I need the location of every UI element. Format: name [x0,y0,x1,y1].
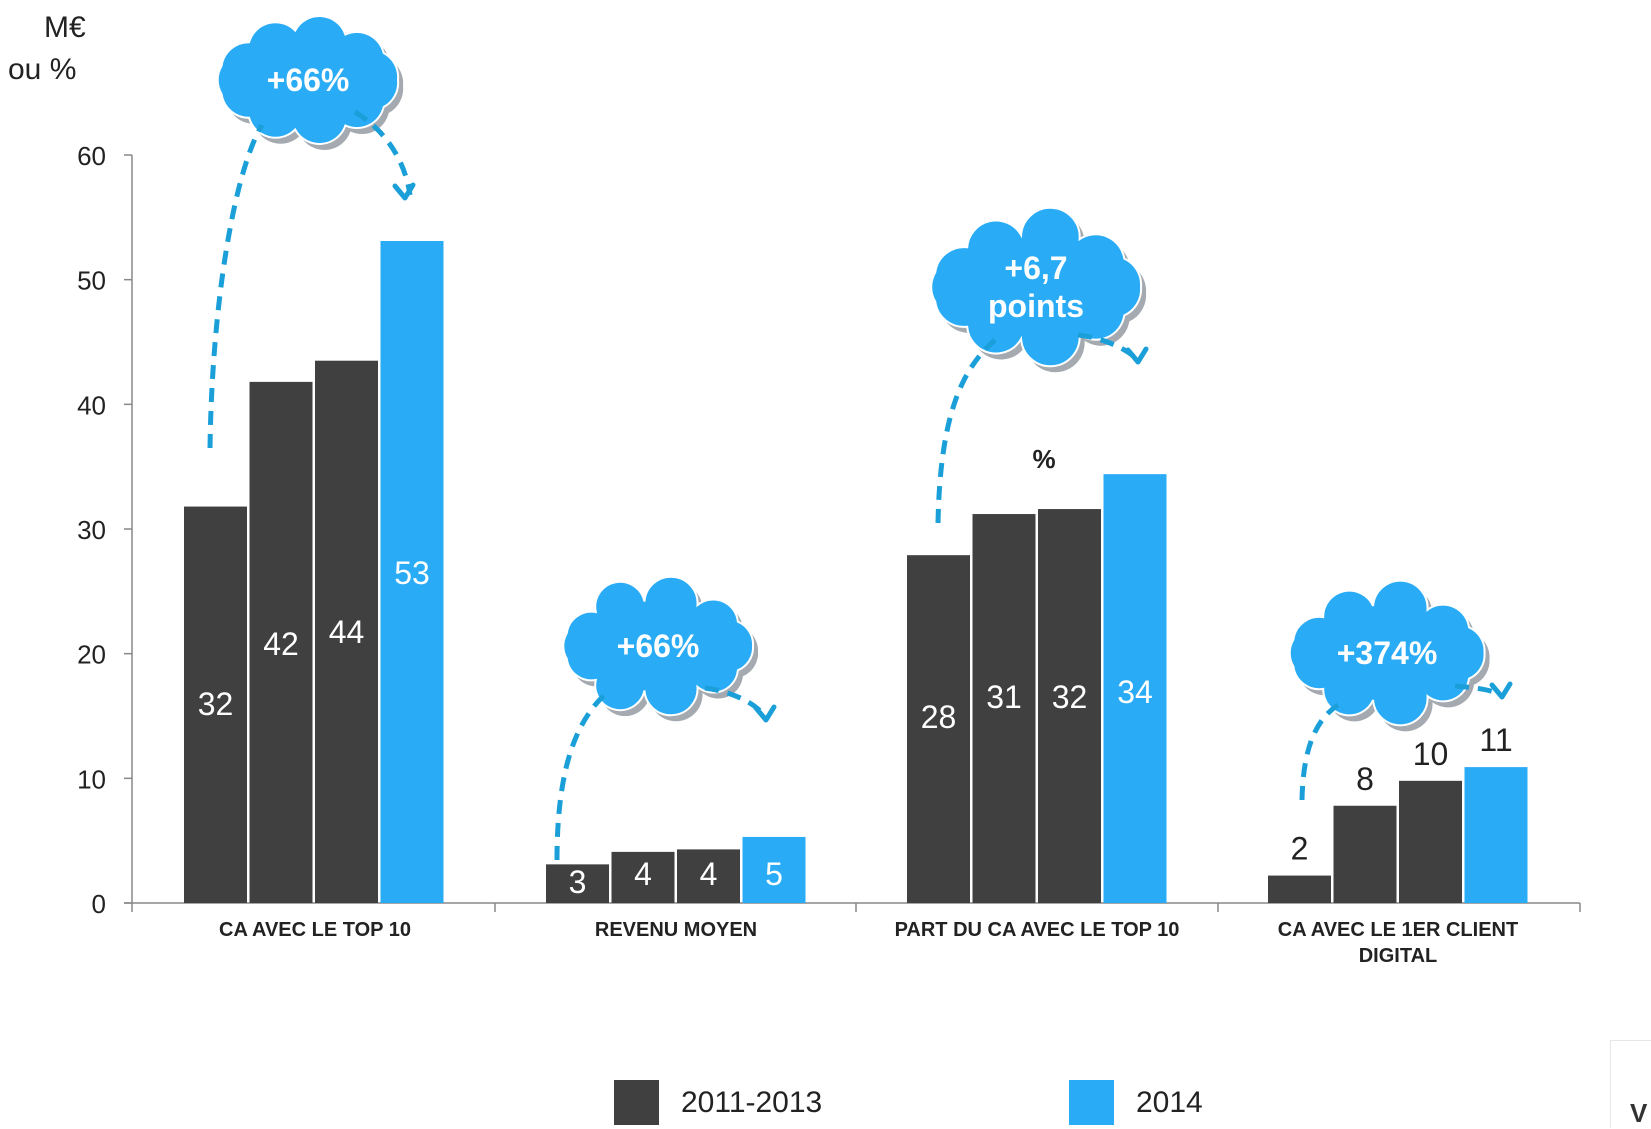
bar [677,849,740,903]
bar [380,241,444,903]
bar [1038,509,1101,903]
arrow-head-icon [392,182,416,201]
cloud-callout [1288,579,1486,727]
arrow-head-icon [753,704,777,723]
dashed-arrow-line [935,338,997,524]
bar-data-label: 10 [1413,736,1449,772]
dashed-arrow-line [207,123,265,449]
cloud-annotation-text: +66% [267,62,350,98]
legend-item-2014: 2014 [1069,1080,1203,1125]
cloud-callout [562,575,755,717]
bar-data-label: 28 [921,699,957,735]
bar [546,864,609,903]
cloud-annotation-text: +374% [1337,635,1438,671]
cloud-annotation-text: points [988,288,1084,324]
y-tick-label: 40 [77,390,106,420]
y-tick-label: 60 [77,141,106,171]
bar-data-label: 44 [329,614,365,650]
cloud-annotation-text: +66% [617,628,700,664]
bar [249,381,313,904]
bar-data-label: 2 [1291,831,1309,867]
legend-swatch-dark [614,1080,659,1125]
y-tick-label: 20 [77,640,106,670]
bar-data-label: 31 [986,679,1022,715]
dashed-arrow-line [1299,702,1340,801]
cloud-callout [216,15,400,145]
bar [1333,805,1397,903]
corner-text: V [1630,1098,1648,1128]
bar-data-label: 3 [569,864,587,900]
bar-data-label: 4 [700,856,718,892]
bar-data-label: 11 [1479,722,1512,758]
percent-marker-label: % [1032,444,1055,474]
bar [611,851,675,903]
bar-data-label: 5 [765,856,783,892]
x-category-label: DIGITAL [1359,945,1438,967]
dashed-arrow-line [704,685,769,720]
legend-label: 2011-2013 [681,1085,823,1119]
bar [972,514,1036,903]
bar-data-label: 34 [1117,674,1153,710]
bar-data-label: 42 [263,626,299,662]
y-tick-label: 50 [77,266,106,296]
y-tick-label: 0 [92,889,106,919]
bar [1268,875,1331,903]
legend-label: 2014 [1136,1085,1203,1119]
legend-swatch-blue [1069,1080,1114,1125]
bar [1399,780,1462,903]
legend: 2011-2013 2014 [0,1080,1651,1126]
bar [742,836,806,903]
bar-data-label: 53 [394,555,430,591]
bar [907,555,970,903]
x-category-label: PART DU CA AVEC LE TOP 10 [895,919,1180,941]
dashed-arrow-line [353,109,413,196]
x-category-label: CA AVEC LE 1ER CLIENT [1278,919,1518,941]
bar-data-label: 32 [198,686,234,722]
bar-data-label: 4 [634,856,652,892]
bar [1103,474,1167,903]
bar-data-label: 32 [1052,679,1088,715]
bar [184,506,247,903]
legend-item-2011-2013: 2011-2013 [614,1080,822,1125]
y-tick-label: 10 [77,764,106,794]
x-category-label: REVENU MOYEN [595,919,757,941]
y-unit-line-1: M€ [44,11,86,44]
dashed-arrow-line [554,688,612,861]
corner-panel [1610,1040,1651,1128]
x-category-label: CA AVEC LE TOP 10 [219,919,411,941]
bar-data-label: 8 [1356,761,1374,797]
dashed-arrow-line [1454,683,1504,699]
dashed-arrow-line [1077,332,1140,362]
y-tick-label: 30 [77,515,106,545]
cloud-annotation-text: +6,7 [1004,250,1067,286]
y-unit-line-2: ou % [8,53,77,86]
arrow-head-icon [1125,346,1149,365]
arrow-head-icon [1489,681,1513,700]
bar [315,360,378,903]
bar [1464,767,1528,903]
cloud-callout [930,206,1143,368]
